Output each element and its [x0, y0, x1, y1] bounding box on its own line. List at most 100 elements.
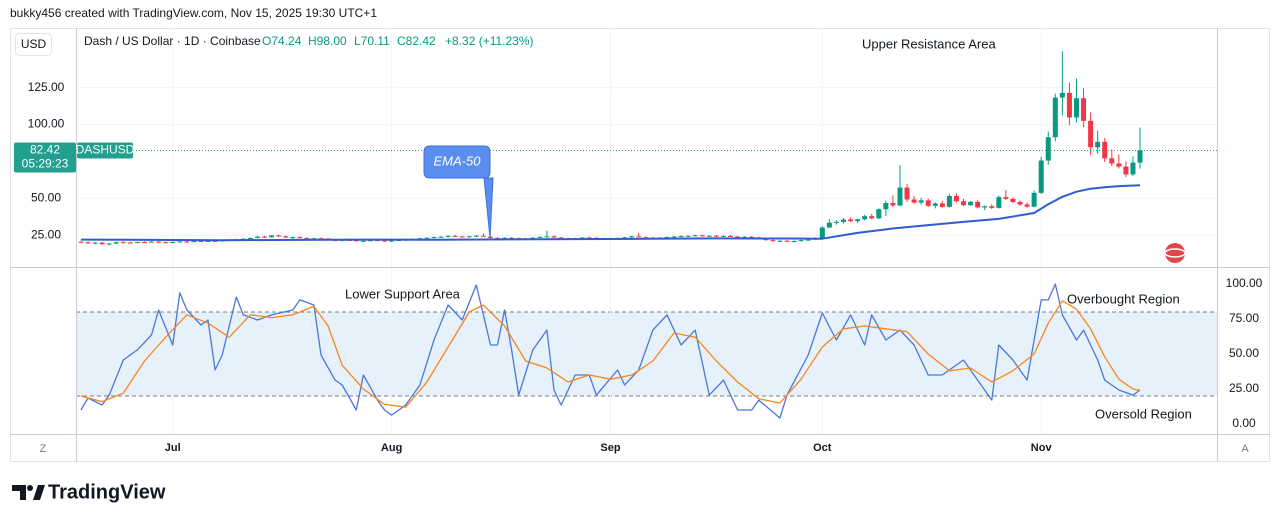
candle-body	[848, 219, 854, 222]
candle-body	[141, 242, 147, 244]
candle-body	[212, 240, 218, 242]
candle-body	[826, 222, 832, 228]
indicator-tick-label: 25.00	[1229, 381, 1259, 395]
candle-body	[1123, 166, 1129, 175]
candle-body	[989, 206, 995, 208]
candle-body	[1109, 158, 1115, 164]
marks-layer: Jul Aug Sep Oct Nov 25.00 50.00 100.00 125.00 0.0…	[14, 51, 1263, 454]
candle-body	[579, 237, 585, 239]
price-tag	[14, 142, 76, 173]
candle-body	[113, 242, 119, 244]
candle-body	[636, 236, 642, 238]
ema-line	[80, 184, 1141, 242]
candle-body	[367, 240, 373, 242]
candle-body	[982, 206, 988, 208]
candle-body	[664, 236, 670, 238]
candle-body	[99, 242, 105, 245]
x-tick-label: Nov	[1031, 442, 1053, 454]
candle-body	[883, 203, 889, 210]
candle-body	[134, 242, 140, 244]
y-tick-label: 25.00	[31, 227, 61, 241]
candle-body	[713, 235, 719, 237]
candle-body	[720, 235, 726, 237]
candle-body	[791, 241, 797, 243]
candle-body	[311, 238, 317, 240]
annotation: Overbought Region	[1067, 291, 1180, 306]
candle-body	[833, 221, 839, 223]
candle-body	[1024, 204, 1030, 207]
ohlc-low: L70.11	[354, 34, 390, 48]
flag-icon-stripe	[1164, 248, 1186, 258]
candle-body	[374, 240, 380, 242]
candle-body	[735, 236, 741, 238]
candle-body	[869, 216, 875, 219]
indicator-band	[76, 311, 1217, 397]
candle-body	[473, 235, 479, 237]
candle-body	[445, 235, 451, 237]
x-tick-label: Aug	[381, 442, 402, 454]
indicator-line	[80, 283, 1141, 419]
ohlc-change: +8.32 (+11.23%)	[445, 34, 534, 48]
candle-body	[360, 240, 366, 242]
candle-body	[770, 240, 776, 242]
candle-body	[205, 240, 211, 242]
indicator-tick-label: 50.00	[1229, 346, 1259, 360]
candle-body	[530, 237, 536, 239]
chart-frame	[10, 28, 1270, 462]
candle-body	[177, 241, 183, 243]
ema-callout-label: EMA-50	[434, 153, 482, 168]
candle-body	[1059, 92, 1065, 98]
x-tick-label: Jul	[165, 442, 181, 454]
currency[interactable]: USD	[21, 37, 47, 51]
symbol-legend: Dash / US Dollar · 1D · Coinbase	[84, 34, 261, 48]
candle-body	[819, 227, 825, 238]
candle-body	[431, 237, 437, 239]
candle-body	[586, 237, 592, 239]
candle-body	[1045, 137, 1051, 161]
candle-body	[502, 237, 508, 239]
candle-body	[1052, 97, 1058, 138]
ohlc-close: C82.42	[397, 34, 436, 48]
y-tick-label: 50.00	[31, 190, 61, 204]
candle-body	[699, 235, 705, 237]
candle-body	[247, 237, 253, 239]
currency-button[interactable]	[15, 33, 52, 56]
candle-body	[671, 236, 677, 238]
candle-body	[953, 195, 959, 202]
zoom-button[interactable]	[34, 439, 52, 457]
candle-body	[805, 239, 811, 241]
flag-icon	[1165, 243, 1185, 263]
candle-body	[1095, 141, 1101, 148]
candle-body	[728, 235, 734, 237]
auto-button-label[interactable]: A	[1241, 443, 1249, 455]
candle-body	[1130, 162, 1136, 175]
candle-body	[544, 236, 550, 238]
candle-body	[911, 199, 917, 203]
candle-body	[685, 235, 691, 237]
candle-body	[1066, 92, 1072, 118]
candle-body	[975, 201, 981, 208]
candle-body	[163, 242, 169, 244]
candle-body	[840, 219, 846, 222]
candle-body	[149, 241, 155, 243]
candle-body	[1038, 160, 1044, 193]
indicator-line	[80, 300, 1141, 408]
zoom-button-label[interactable]: Z	[40, 443, 47, 455]
ema-callout	[423, 145, 494, 239]
candle-body	[904, 187, 910, 200]
logo-icon	[12, 485, 45, 500]
candle-body	[558, 237, 564, 239]
candle-body	[459, 236, 465, 238]
candle-body	[170, 241, 176, 243]
candle-body	[784, 240, 790, 242]
annotation: Lower Support Area	[345, 286, 461, 301]
candle-body	[262, 236, 268, 238]
candle-body	[1102, 141, 1108, 159]
candle-body	[537, 236, 543, 238]
indicator-tick-label: 75.00	[1229, 311, 1259, 325]
symbol-tag-label: DASHUSD	[76, 143, 135, 157]
candle-body	[382, 240, 388, 242]
candle-body	[290, 237, 296, 239]
